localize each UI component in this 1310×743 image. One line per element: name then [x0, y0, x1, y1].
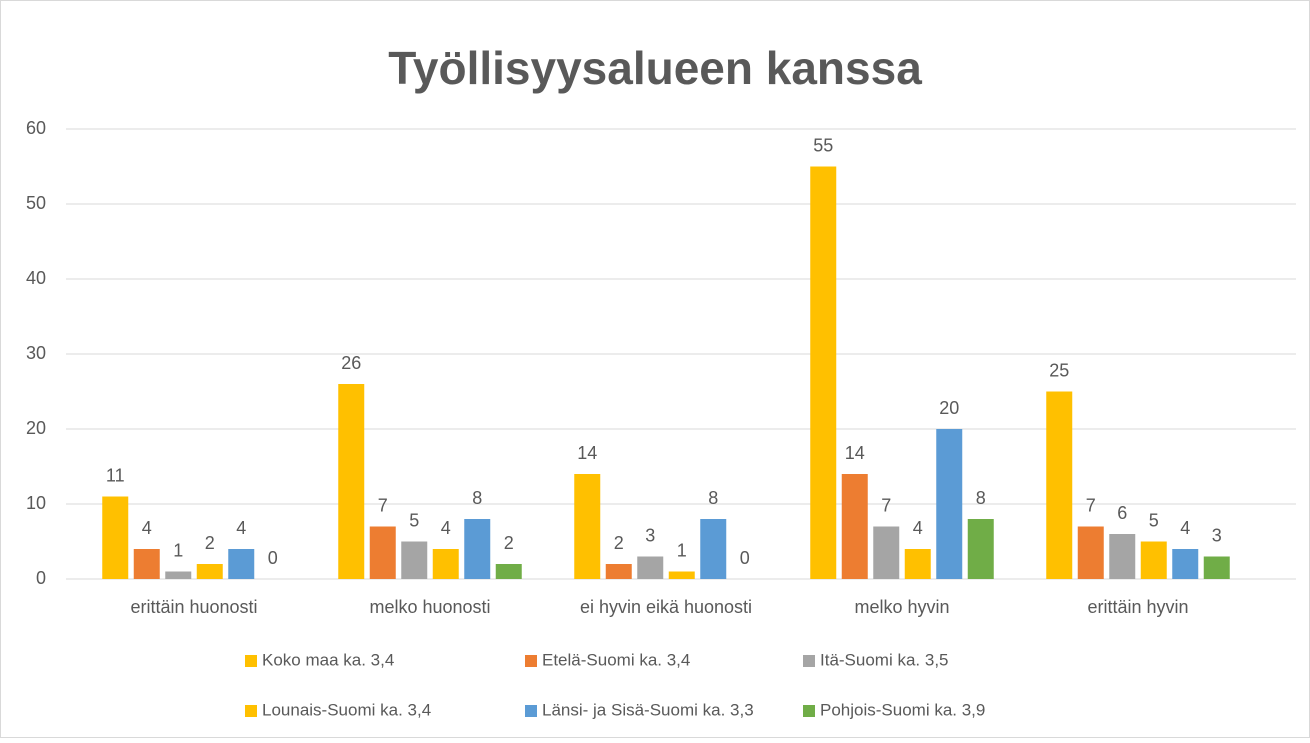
legend-swatch: [525, 705, 537, 717]
bar: [904, 549, 931, 579]
y-tick-label: 60: [26, 118, 46, 138]
data-label: 11: [106, 465, 125, 485]
data-label: 5: [409, 510, 419, 530]
bar: [102, 496, 129, 579]
data-label: 8: [472, 488, 482, 508]
y-tick-label: 40: [26, 268, 46, 288]
x-tick-label: melko huonosti: [369, 597, 490, 617]
data-label: 5: [1149, 510, 1159, 530]
x-tick-label: erittäin hyvin: [1087, 597, 1188, 617]
y-tick-label: 30: [26, 343, 46, 363]
bar: [668, 571, 695, 579]
data-label: 4: [236, 518, 246, 538]
bar: [133, 549, 160, 579]
legend-label: Koko maa ka. 3,4: [262, 650, 394, 669]
legend-swatch: [525, 655, 537, 667]
data-label: 3: [645, 525, 655, 545]
legend-swatch: [245, 655, 257, 667]
data-label: 4: [441, 518, 451, 538]
bar: [1046, 391, 1073, 579]
bar: [1172, 549, 1199, 579]
bar: [841, 474, 868, 579]
bar: [1077, 526, 1104, 579]
x-tick-label: erittäin huonosti: [130, 597, 257, 617]
chart-title: Työllisyysalueen kanssa: [388, 42, 922, 94]
data-label: 7: [881, 495, 891, 515]
data-label: 0: [268, 548, 278, 568]
data-label: 6: [1117, 503, 1127, 523]
bar: [936, 429, 963, 579]
legend-label: Länsi- ja Sisä-Suomi ka. 3,3: [542, 700, 754, 719]
y-tick-label: 10: [26, 493, 46, 513]
legend-label: Itä-Suomi ka. 3,5: [820, 650, 949, 669]
data-label: 55: [813, 135, 833, 155]
legend-label: Lounais-Suomi ka. 3,4: [262, 700, 431, 719]
data-label: 3: [1212, 525, 1222, 545]
legend-label: Etelä-Suomi ka. 3,4: [542, 650, 690, 669]
x-tick-label: ei hyvin eikä huonosti: [580, 597, 752, 617]
data-label: 8: [708, 488, 718, 508]
bar: [228, 549, 255, 579]
data-label: 4: [1180, 518, 1190, 538]
bar: [338, 384, 365, 579]
data-label: 26: [341, 353, 361, 373]
bar: [495, 564, 522, 579]
data-label: 25: [1049, 360, 1069, 380]
bar: [700, 519, 727, 579]
data-label: 20: [939, 398, 959, 418]
bar: [810, 166, 837, 579]
legend-swatch: [803, 655, 815, 667]
data-label: 8: [976, 488, 986, 508]
bar: [196, 564, 223, 579]
bar: [432, 549, 459, 579]
data-label: 0: [740, 548, 750, 568]
x-tick-label: melko hyvin: [854, 597, 949, 617]
bar: [464, 519, 491, 579]
data-label: 7: [1086, 495, 1096, 515]
bar: [1109, 534, 1136, 579]
bar: [1203, 556, 1230, 579]
y-tick-label: 20: [26, 418, 46, 438]
bar: [574, 474, 601, 579]
data-label: 2: [614, 533, 624, 553]
bar: [605, 564, 632, 579]
bar: [401, 541, 428, 579]
bar: [165, 571, 192, 579]
data-label: 7: [378, 495, 388, 515]
data-label: 2: [504, 533, 514, 553]
data-label: 1: [173, 540, 183, 560]
bar: [637, 556, 664, 579]
y-tick-label: 0: [36, 568, 46, 588]
data-label: 14: [577, 443, 597, 463]
legend-label: Pohjois-Suomi ka. 3,9: [820, 700, 985, 719]
y-tick-label: 50: [26, 193, 46, 213]
bar: [967, 519, 994, 579]
bar: [369, 526, 396, 579]
bar: [1140, 541, 1167, 579]
legend-swatch: [803, 705, 815, 717]
data-label: 1: [677, 540, 687, 560]
data-label: 4: [142, 518, 152, 538]
data-label: 4: [913, 518, 923, 538]
legend-swatch: [245, 705, 257, 717]
bar: [873, 526, 900, 579]
data-label: 14: [845, 443, 865, 463]
data-label: 2: [205, 533, 215, 553]
